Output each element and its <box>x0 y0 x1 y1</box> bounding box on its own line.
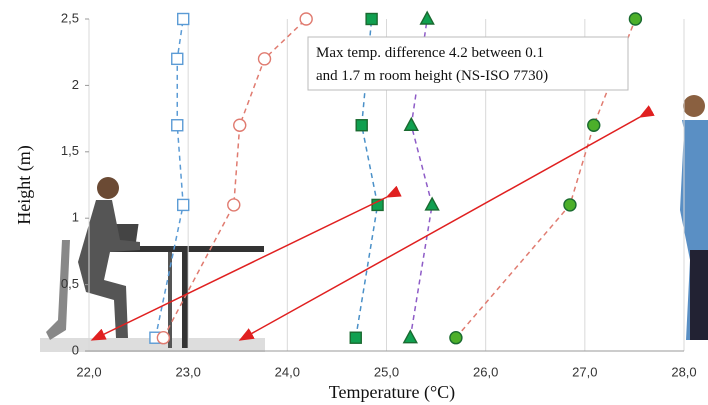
arrow <box>238 105 655 341</box>
arrows <box>90 105 655 341</box>
point <box>587 118 601 132</box>
point <box>365 12 378 26</box>
point <box>156 331 171 345</box>
person-head <box>683 95 705 117</box>
annotation-line: Max temp. difference 4.2 between 0.1 <box>316 45 544 61</box>
point <box>419 10 435 25</box>
point <box>424 196 440 211</box>
point <box>171 119 184 132</box>
floor-shadow <box>40 338 265 352</box>
y-tick-label: 2,5 <box>61 10 79 25</box>
x-tick-label: 26,0 <box>473 364 498 379</box>
point <box>171 52 184 66</box>
point <box>628 12 643 26</box>
point <box>402 329 418 344</box>
y-tick-label: 0 <box>72 342 79 357</box>
annotation-line: and 1.7 m room height (NS-ISO 7730) <box>316 68 548 84</box>
point <box>449 331 463 345</box>
standing-person-legs <box>690 250 708 340</box>
point <box>349 331 362 344</box>
point <box>355 119 368 132</box>
y-tick-label: 0,5 <box>61 276 79 291</box>
y-axis-label: Height (m) <box>14 145 35 224</box>
x-tick-label: 28,0 <box>671 364 696 379</box>
desk-leg <box>182 252 188 348</box>
x-axis-label: Temperature (°C) <box>329 382 455 403</box>
annotation-box <box>307 36 629 91</box>
y-tick-label: 1,5 <box>61 143 79 158</box>
point <box>227 198 241 212</box>
point <box>233 118 247 132</box>
person-head <box>97 177 119 199</box>
point <box>177 198 190 212</box>
point <box>177 12 190 26</box>
arrow <box>90 185 402 341</box>
seated-person <box>78 200 140 338</box>
x-tick-label: 25,0 <box>374 364 399 379</box>
point <box>403 116 419 131</box>
x-tick-label: 23,0 <box>176 364 201 379</box>
x-tick-label: 22,0 <box>76 364 101 379</box>
point <box>563 198 577 212</box>
point <box>299 12 313 26</box>
illustration <box>40 95 708 352</box>
x-tick-label: 27,0 <box>572 364 597 379</box>
x-tick-label: 24,0 <box>275 364 300 379</box>
y-tick-label: 2 <box>72 77 79 92</box>
point <box>257 52 272 66</box>
y-tick-label: 1 <box>72 210 79 225</box>
chair <box>46 240 70 340</box>
